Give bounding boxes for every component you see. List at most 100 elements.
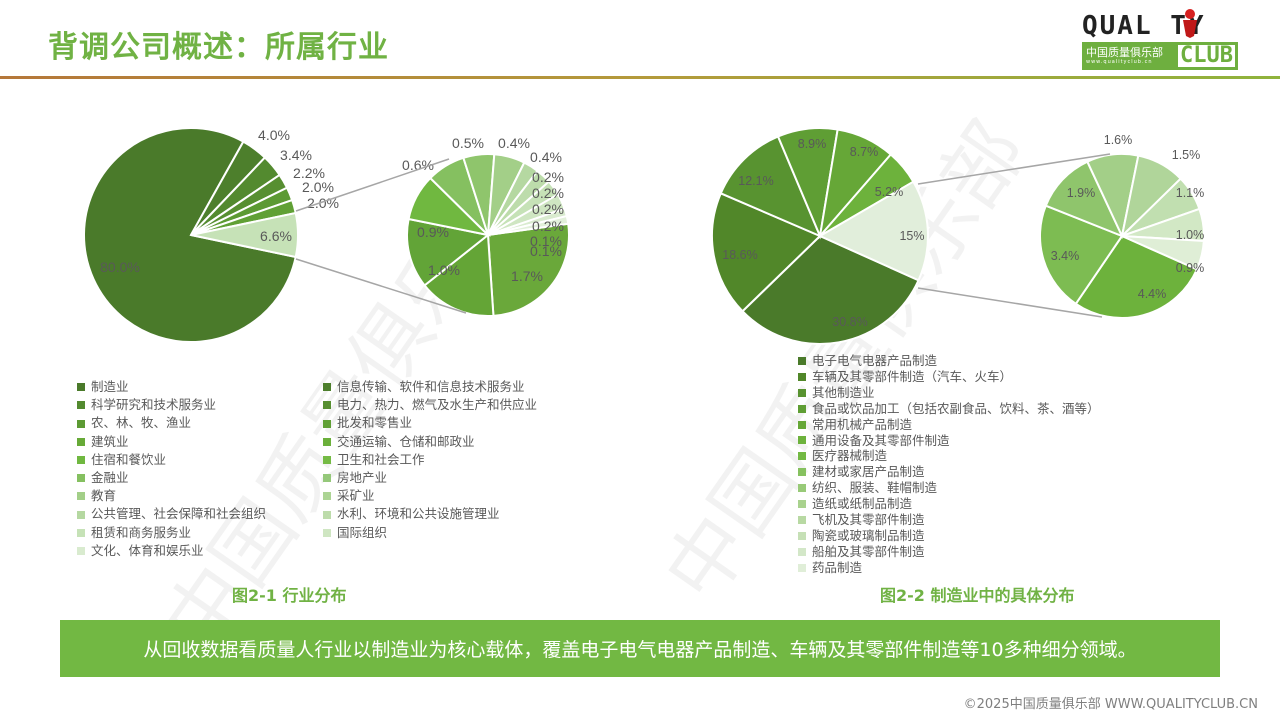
data-label: 1.0% [428,262,460,278]
legend-item: 卫生和社会工作 [323,451,537,469]
logo-url-text: www.qualityclub.cn [1086,59,1153,65]
legend-swatch-icon [77,510,85,519]
data-label: 0.4% [530,149,562,165]
logo-cn-text: 中国质量俱乐部 [1086,46,1163,59]
legend-label: 教育 [91,488,117,504]
pie-slice [1121,235,1205,271]
summary-banner: 从回收数据看质量人行业以制造业为核心载体，覆盖电子电气电器产品制造、车辆及其零部… [60,620,1220,677]
logo-wordmark: QUAL TY [1082,9,1242,41]
legend-swatch-icon [77,401,85,410]
legend-item: 制造业 [77,378,266,396]
data-label: 18.6% [722,248,757,262]
legend-swatch-icon [77,437,85,446]
legend-label: 房地产业 [337,470,388,486]
legend-label: 药品制造 [812,559,863,575]
data-label: 0.9% [417,224,449,240]
legend-label: 船舶及其零部件制造 [812,543,925,559]
legend-item: 租赁和商务服务业 [77,524,266,542]
pie-slice [190,211,299,259]
pie-slice [711,191,822,313]
legend-swatch-icon [798,452,806,461]
legend-industry-col2: 信息传输、软件和信息技术服务业 电力、热力、燃气及水生产和供应业 批发和零售业交通运… [323,378,537,542]
legend-swatch-icon [798,436,806,445]
legend-label: 建材或家居产品制造 [812,464,925,480]
legend-swatch-icon [77,383,85,392]
data-label: 0.2% [532,218,564,234]
data-label: 1.9% [1067,186,1096,200]
legend-swatch-icon [323,419,331,428]
data-label: 1.5% [1172,148,1201,162]
legend-swatch-icon [798,404,806,413]
legend-item: 纺织、服装、鞋帽制造 [798,480,1100,496]
legend-item: 住宿和餐饮业 [77,451,266,469]
legend-label: 国际组织 [337,524,388,540]
legend-label: 批发和零售业 [337,415,413,431]
legend-label: 制造业 [91,379,129,394]
pie-slice [406,217,491,287]
legend-item: 国际组织 [323,524,537,542]
connector-line [295,158,450,212]
legend-label: 食品或饮品加工（包括农副食品、饮料、茶、酒等） [812,400,1100,416]
legend-item: 交通运输、仓储和邮政业 [323,433,537,451]
legend-swatch-icon [798,388,806,397]
legend-label: 通用设备及其零部件制造 [812,432,950,448]
legend-item: 建筑业 [77,433,266,451]
pie-slice [1039,204,1124,306]
data-label: 0.5% [452,135,484,151]
legend-label: 信息传输、软件和信息技术服务业 [337,379,525,394]
connector-line [295,258,467,314]
legend-swatch-icon [77,419,85,428]
data-label: 30.8% [832,315,867,329]
legend-label: 其他制造业 [812,384,875,400]
data-label: 12.1% [738,174,773,188]
legend-item: 车辆及其零部件制造（汽车、火车） [798,369,1100,385]
legend-item: 通用设备及其零部件制造 [798,433,1100,449]
data-label: 2.0% [302,179,334,195]
logo-top-text: QUAL TY [1082,11,1206,41]
data-label: 6.6% [260,228,292,244]
connector-line [917,287,1103,318]
legend-label: 建筑业 [91,433,129,449]
legend-label: 医疗器械制造 [812,448,888,464]
legend-item: 公共管理、社会保障和社会组织 [77,505,266,523]
data-label: 0.2% [532,169,564,185]
legend-swatch-icon [77,546,85,555]
figure-caption-2: 图2-2 制造业中的具体分布 [880,586,1075,605]
legend-item: 常用机械产品制造 [798,417,1100,433]
legend-label: 飞机及其零部件制造 [812,512,925,528]
data-label: 5.2% [875,185,904,199]
data-label: 1.1% [1176,186,1205,200]
legend-item: 科学研究和技术服务业 [77,396,266,414]
legend-item: 药品制造 [798,560,1100,576]
legend-swatch-icon [798,500,806,509]
data-label: 0.6% [402,157,434,173]
legend-item: 水利、环境和公共设施管理业 [323,505,537,523]
data-label: 3.4% [280,147,312,163]
data-label: 80.0% [100,259,140,275]
page-title: 背调公司概述：所属行业 [48,30,389,65]
legend-label: 水利、环境和公共设施管理业 [337,506,500,522]
data-label: 0.2% [532,185,564,201]
data-label: 3.4% [1051,249,1080,263]
data-label: 8.7% [850,145,879,159]
chart-manufacturing-distribution: 30.8% 18.6% 12.1% 8.9% 8.7% 5.2% 15% 4.4% 3.4% 1.… [711,127,1205,345]
legend-item: 建材或家居产品制造 [798,464,1100,480]
legend-swatch-icon [798,484,806,493]
data-label: 1.0% [1176,228,1205,242]
legend-swatch-icon [798,356,806,365]
header-divider [0,76,1280,79]
legend-swatch-icon [798,372,806,381]
legend-label: 交通运输、仓储和邮政业 [337,433,475,449]
pie-slice [1044,160,1124,238]
legend-item: 教育 [77,487,266,505]
legend-label: 科学研究和技术服务业 [91,397,217,413]
legend-label: 电子电气电器产品制造 [812,353,938,368]
legend-label: 电力、热力、燃气及水生产和供应业 [337,397,538,413]
pie-slice [817,180,929,282]
legend-label: 住宿和餐饮业 [91,451,167,467]
data-label: 0.4% [498,135,530,151]
data-label: 0.9% [1176,261,1205,275]
data-label: 8.9% [798,137,827,151]
data-label: 1.6% [1104,133,1133,147]
legend-item: 信息传输、软件和信息技术服务业 [323,378,537,396]
